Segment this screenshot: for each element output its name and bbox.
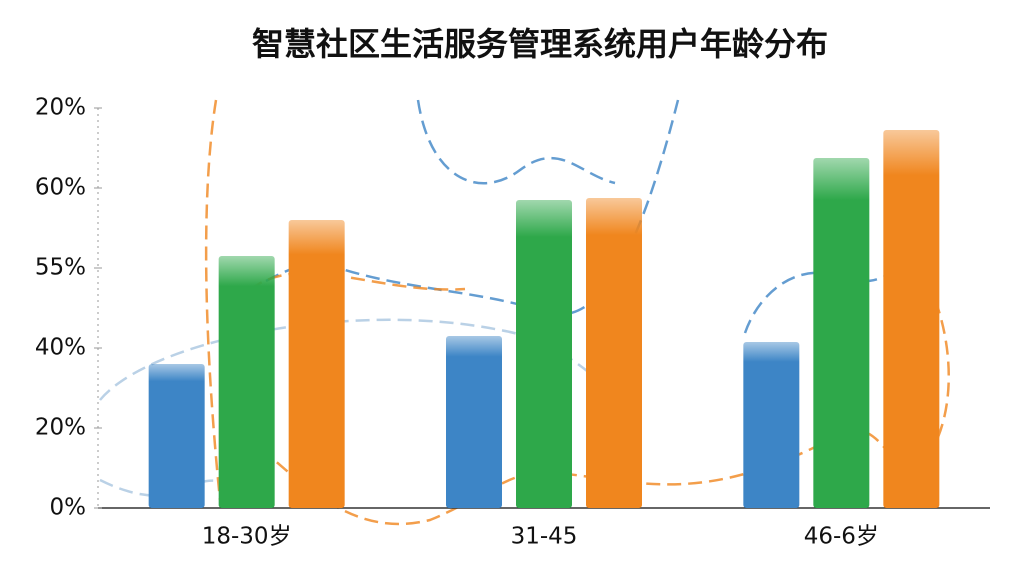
- bar: [586, 198, 642, 508]
- deco-curve: [416, 99, 616, 185]
- bar: [446, 336, 502, 508]
- bar: [148, 364, 205, 508]
- x-tick-label: 46-6岁: [804, 524, 879, 550]
- deco-curve: [99, 318, 641, 421]
- y-tick-label: 40%: [35, 335, 86, 361]
- y-tick-label: 60%: [35, 175, 86, 201]
- y-tick-label: 20%: [35, 95, 86, 121]
- chart-title: 智慧社区生活服务管理系统用户年龄分布: [252, 25, 828, 63]
- y-tick-label: 20%: [35, 415, 86, 441]
- y-tick-label: 55%: [35, 255, 86, 281]
- y-tick-label: 0%: [50, 495, 87, 521]
- bar: [218, 256, 275, 508]
- x-tick-label: 18-30岁: [202, 524, 292, 550]
- bar: [288, 220, 345, 508]
- bar: [516, 200, 572, 508]
- x-tick-label: 31-45: [511, 524, 578, 550]
- bar: [813, 158, 870, 508]
- deco-curve: [204, 99, 222, 501]
- deco-curve: [244, 257, 950, 526]
- bar: [743, 342, 800, 508]
- bar: [883, 130, 940, 508]
